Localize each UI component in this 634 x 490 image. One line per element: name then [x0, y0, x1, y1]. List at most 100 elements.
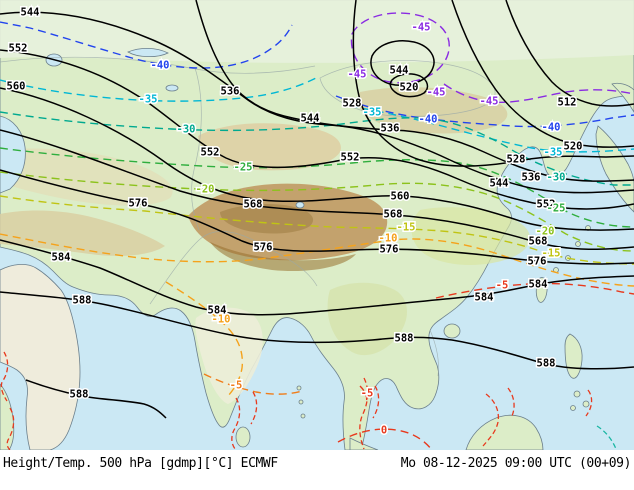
temp-contour--20	[0, 171, 634, 252]
red-segment	[482, 393, 500, 447]
lake-qinghai-lake	[295, 201, 305, 209]
red-segment	[359, 377, 369, 450]
temp-contour-0	[337, 428, 433, 450]
country-border-4	[429, 329, 439, 377]
height-contour-560	[0, 87, 634, 231]
temp-label--5: -5	[361, 388, 374, 400]
height-label-528: 528	[343, 98, 362, 110]
height-contour-568	[0, 129, 634, 251]
temp-label--10: -10	[212, 314, 231, 326]
height-contour-588	[0, 291, 634, 370]
height-contour-544	[370, 40, 435, 86]
height-label-568: 568	[244, 199, 263, 211]
height-label-552: 552	[537, 199, 556, 211]
height-contour-552	[0, 49, 634, 210]
temp-contour--5	[435, 282, 634, 299]
temp-contour--5	[359, 385, 368, 405]
land-hainan	[443, 323, 461, 339]
footer-left-text: Height/Temp. 500 hPa [gdmp][°C] ECMWF	[3, 456, 278, 471]
country-border-3	[149, 231, 318, 305]
height-label-584: 584	[475, 292, 494, 304]
height-contour-512	[505, 0, 634, 107]
height-contour-584	[0, 239, 634, 316]
height-contour-520	[389, 73, 429, 98]
height-contour-520	[451, 0, 634, 148]
height-label-552: 552	[9, 43, 28, 55]
terrain-iran-plateau	[0, 210, 165, 256]
land-philippine-island-3	[570, 405, 576, 411]
height-label-588: 588	[537, 358, 556, 370]
land-japan-north	[611, 82, 634, 113]
red-segment	[6, 407, 15, 450]
temp-label--15: -15	[542, 248, 561, 260]
land-andaman-2	[298, 399, 304, 405]
weather-map-canvas: 512 520 528 528 536 536 536 544 544 544 544 520 552 5…	[0, 0, 634, 450]
temp-label--35: -35	[139, 94, 158, 106]
height-label-544: 544	[301, 113, 320, 125]
height-label-584: 584	[52, 252, 71, 264]
height-label-568: 568	[384, 209, 403, 221]
height-contour-576	[0, 169, 634, 265]
height-contour-544	[0, 11, 634, 194]
temp-contour--25	[0, 147, 634, 228]
temp-label--25: -25	[234, 162, 253, 174]
land-ryukyu-2	[575, 241, 581, 247]
land-sumatra	[349, 437, 379, 450]
height-label-544: 544	[490, 178, 509, 190]
temp-label--45: -45	[348, 69, 367, 81]
terrain-gobi-desert	[357, 87, 508, 134]
teal-segment	[596, 425, 617, 450]
red-segment	[507, 387, 515, 417]
temp-label-0: 0	[381, 425, 387, 437]
height-contour-528	[352, 0, 634, 167]
height-label-536: 536	[381, 123, 400, 135]
land-borneo	[465, 414, 544, 450]
red-segment	[585, 389, 593, 417]
temp-label--15: -15	[397, 222, 416, 234]
temp-contour--10	[165, 281, 244, 399]
weather-map: 512 520 528 528 536 536 536 544 544 544 544 520 552 5…	[0, 0, 634, 450]
country-border-0	[319, 60, 496, 117]
height-label-576: 576	[380, 244, 399, 256]
land-arabian-peninsula	[0, 264, 81, 450]
height-label-552: 552	[201, 147, 220, 159]
height-label-512: 512	[558, 97, 577, 109]
terrain-tarim-basin	[198, 123, 341, 171]
height-label-576: 576	[254, 242, 273, 254]
terrain-steppe	[0, 148, 173, 206]
height-label-588: 588	[70, 389, 89, 401]
temp-label--45: -45	[427, 87, 446, 99]
lake-issyk-kul	[165, 84, 179, 92]
temp-contour--35	[0, 77, 317, 102]
height-label-536: 536	[221, 86, 240, 98]
temp-label--35: -35	[544, 147, 563, 159]
footer-right-text: Mo 08-12-2025 09:00 UTC (00+09)	[400, 456, 632, 471]
lake-lake-balkhash	[127, 47, 169, 58]
height-label-576: 576	[129, 198, 148, 210]
terrain-indochina-hills	[327, 282, 407, 356]
temp-label--30: -30	[177, 124, 196, 136]
temp-label--25: -25	[547, 203, 566, 215]
red-segment	[250, 391, 258, 425]
temp-label--35: -35	[363, 107, 382, 119]
height-label-544: 544	[21, 7, 40, 19]
temp-label--45: -45	[412, 22, 431, 34]
temp-label--5: -5	[230, 380, 243, 392]
height-label-588: 588	[395, 333, 414, 345]
temp-contour--45	[350, 12, 450, 84]
temp-label--20: -20	[536, 226, 555, 238]
height-label-560: 560	[7, 81, 26, 93]
terrain-siberia-tint	[0, 0, 634, 63]
temp-label--5: -5	[496, 280, 509, 292]
height-label-520: 520	[564, 141, 583, 153]
height-label-552: 552	[341, 152, 360, 164]
height-label-584: 584	[529, 279, 548, 291]
temp-contour--40	[335, 95, 634, 128]
height-label-560: 560	[391, 191, 410, 203]
temp-label--45: -45	[480, 96, 499, 108]
temp-label--40: -40	[419, 114, 438, 126]
land-philippine-island-2	[582, 400, 590, 408]
height-label-576: 576	[528, 256, 547, 268]
temp-label--40: -40	[151, 60, 170, 72]
